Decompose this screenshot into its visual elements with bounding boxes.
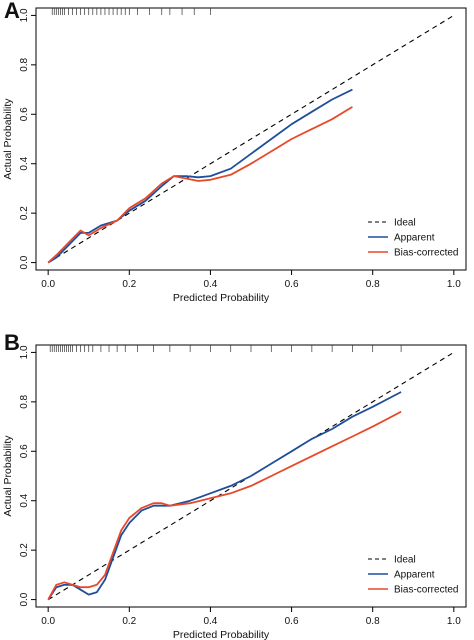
series-line-apparent — [47, 88, 353, 264]
x-tick-label: 0.0 — [41, 279, 55, 290]
x-tick-label: 0.4 — [203, 279, 217, 290]
x-tick-label: 1.0 — [447, 279, 461, 290]
x-axis-title: Predicted Probability — [173, 629, 270, 640]
y-tick-label: 0.8 — [19, 57, 30, 71]
x-tick-label: 0.2 — [122, 616, 136, 627]
y-tick-label: 0.2 — [19, 206, 30, 220]
panel-label-b: B — [4, 330, 20, 355]
legend-label-apparent: Apparent — [394, 570, 435, 581]
series-line-bias-corrected — [47, 106, 353, 264]
legend-label-ideal: Ideal — [394, 555, 416, 566]
y-tick-label: 0.2 — [19, 543, 30, 557]
y-axis-title: Actual Probability — [2, 98, 14, 180]
x-tick-label: 0.6 — [285, 616, 299, 627]
series-line-ideal — [47, 14, 455, 264]
legend-label-bias-corrected: Bias-corrected — [394, 248, 458, 259]
x-tick-label: 1.0 — [447, 616, 461, 627]
x-axis-title: Predicted Probability — [173, 292, 270, 304]
x-tick-label: 0.8 — [366, 616, 380, 627]
plot-frame — [35, 7, 467, 271]
x-tick-label: 0.8 — [366, 279, 380, 290]
y-tick-label: 0.6 — [19, 107, 30, 121]
y-tick-label: 0.8 — [19, 394, 30, 408]
y-tick-label: 1.0 — [19, 345, 30, 359]
y-tick-label: 0.6 — [19, 444, 30, 458]
series-line-apparent — [47, 391, 402, 601]
legend-label-bias-corrected: Bias-corrected — [394, 585, 458, 596]
panel-label-a: A — [4, 0, 20, 23]
y-axis-title: Actual Probability — [2, 435, 14, 517]
y-tick-label: 0.0 — [19, 592, 30, 606]
x-tick-label: 0.0 — [41, 616, 55, 627]
y-tick-label: 0.4 — [19, 493, 30, 507]
x-tick-label: 0.6 — [285, 279, 299, 290]
y-tick-label: 0.4 — [19, 156, 30, 170]
legend-label-ideal: Ideal — [394, 218, 416, 229]
calibration-panel-b: B 0.0 0.2 0.4 0.6 0.8 1.0 0.0 0.2 0.4 0.6 0.8 1.0 Pre… — [2, 330, 467, 640]
legend-label-apparent: Apparent — [394, 233, 435, 244]
y-tick-label: 0.0 — [19, 255, 30, 269]
x-tick-label: 0.2 — [122, 279, 136, 290]
calibration-panel-a: A 0.0 0.2 0.4 0.6 0.8 1.0 0.0 0.2 0.4 0.6 0.8 1.0 Pre… — [2, 0, 467, 304]
x-tick-label: 0.4 — [203, 616, 217, 627]
series-line-bias-corrected — [47, 410, 402, 601]
y-tick-label: 1.0 — [19, 8, 30, 22]
